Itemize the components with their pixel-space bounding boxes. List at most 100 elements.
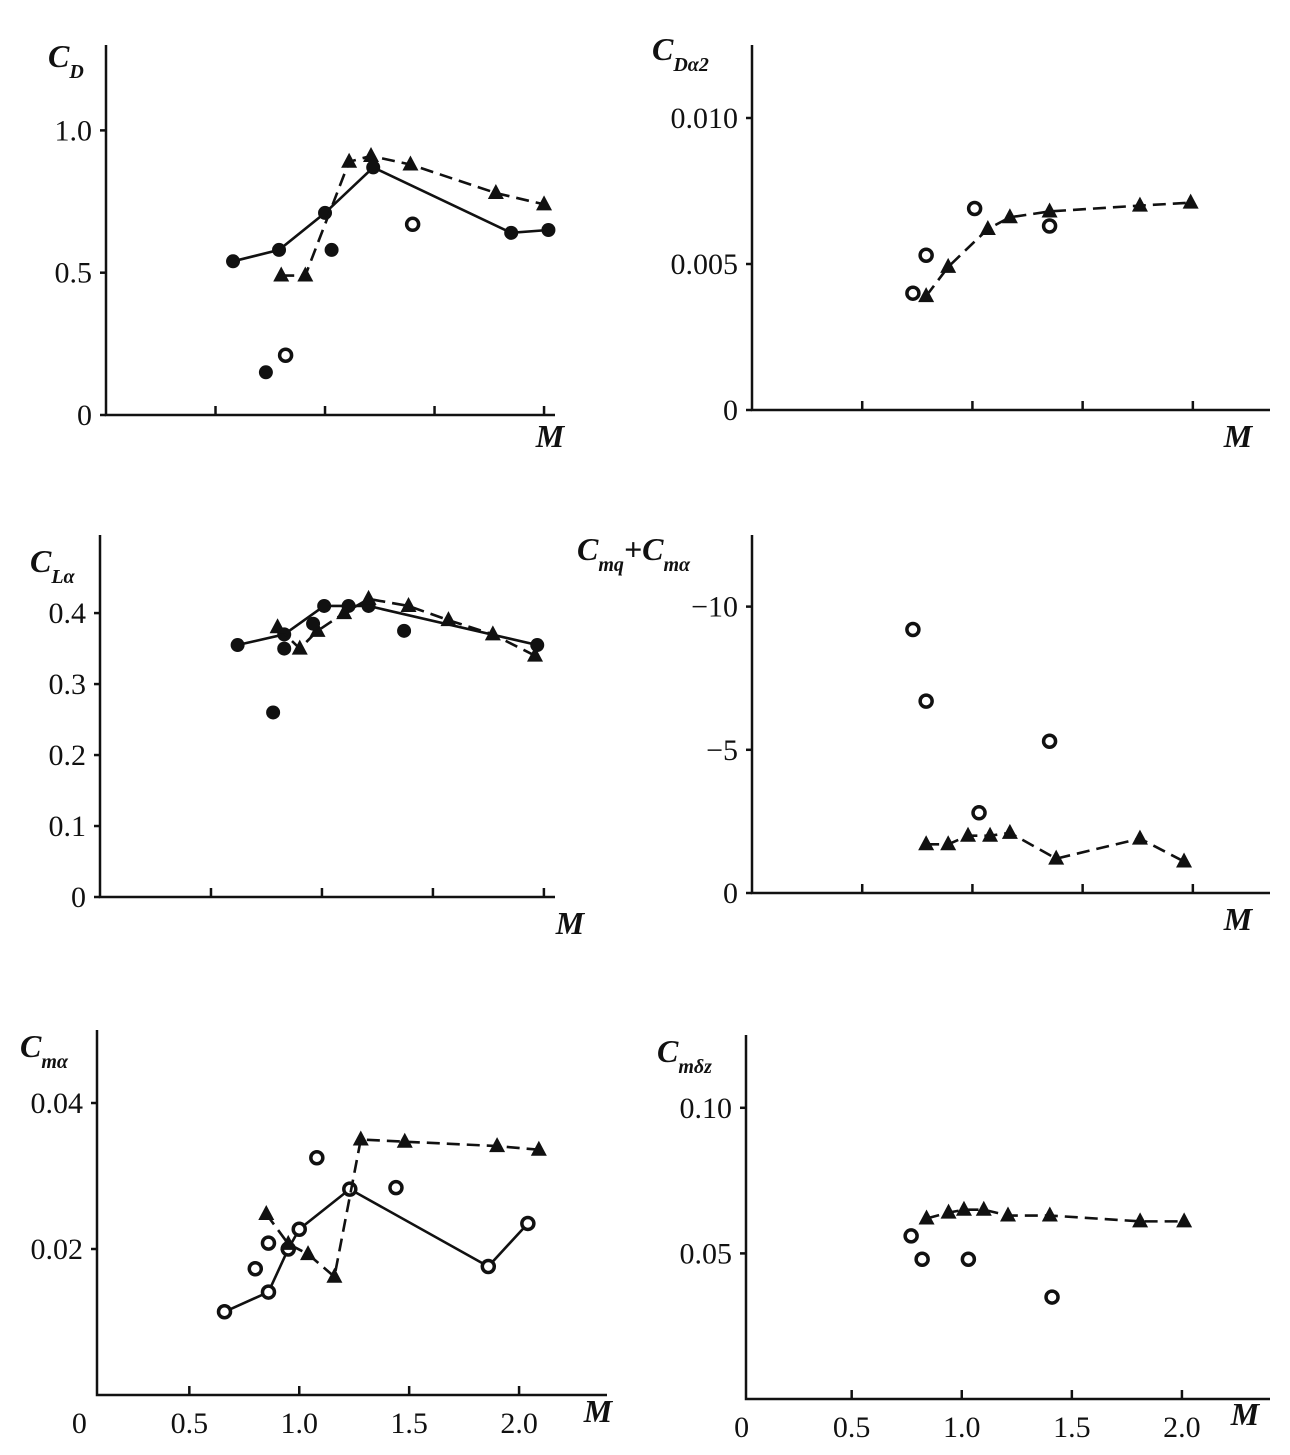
- axes: [95, 1030, 607, 1397]
- y-tick-label: 0.010: [671, 102, 739, 135]
- triangle-marker: [1041, 1206, 1058, 1222]
- triangle-marker: [291, 639, 308, 655]
- label-subscript: Lα: [50, 566, 75, 588]
- triangle-marker: [484, 625, 501, 641]
- triangle-marker: [341, 152, 358, 168]
- open-circle-marker: [520, 1215, 536, 1232]
- y-tick-label: 0.02: [31, 1233, 84, 1266]
- triangle-marker: [489, 1137, 506, 1153]
- filled-circle-marker: [504, 225, 519, 240]
- axes: [750, 45, 1270, 412]
- filled-circle-marker: [366, 160, 381, 175]
- x-tick-label: 2.0: [1163, 1411, 1201, 1444]
- x-tick-label: 1.0: [280, 1407, 318, 1440]
- open-circle-marker: [905, 285, 921, 301]
- triangle-marker: [300, 1245, 317, 1261]
- y-tick-label: 1.0: [55, 114, 93, 147]
- triangle-marker: [527, 646, 544, 662]
- triangle-marker: [280, 1234, 297, 1250]
- open-circle-marker: [480, 1258, 497, 1275]
- x-tick-label: 1.0: [943, 1411, 981, 1444]
- x-tick-label: 2.0: [500, 1407, 538, 1440]
- y-axis-label: CDα2: [652, 31, 709, 76]
- label-symbol: C: [657, 1033, 679, 1069]
- axes: [104, 45, 555, 417]
- triangle-marker: [1041, 202, 1058, 218]
- label-subscript: D: [68, 61, 83, 83]
- triangle-marker: [1000, 1206, 1016, 1222]
- label-subscript: mδz: [678, 1056, 712, 1078]
- y-axis-label: Cmδz: [657, 1033, 712, 1078]
- triangle-marker: [396, 1132, 413, 1148]
- label-subscript: mα: [41, 1051, 69, 1073]
- y-tick-label: 0.04: [31, 1087, 84, 1120]
- filled-circle-marker: [324, 242, 339, 257]
- filled-circle-marker: [272, 242, 287, 257]
- open-circle-marker: [918, 247, 934, 263]
- open-circle-marker: [905, 621, 921, 638]
- triangle-marker: [363, 147, 380, 162]
- filled-circle-marker: [541, 223, 556, 237]
- open-circle-marker: [914, 1251, 930, 1267]
- triangle-marker: [918, 287, 935, 303]
- triangle-marker: [440, 611, 457, 627]
- filled-circle-marker: [306, 616, 321, 631]
- y-axis-label: Cmα: [20, 1028, 69, 1073]
- open-circle-marker: [966, 200, 983, 217]
- triangle-marker: [326, 1267, 343, 1283]
- filled-circle-marker: [258, 365, 273, 380]
- label-subscript: mα: [663, 554, 691, 576]
- x-axis-label: M: [535, 418, 566, 454]
- x-tick-label: 0: [72, 1407, 87, 1440]
- label-symbol: C: [20, 1028, 42, 1064]
- open-circle-marker: [388, 1179, 404, 1196]
- triangle-marker: [487, 184, 504, 199]
- open-circle-marker: [1041, 218, 1058, 234]
- triangle-marker: [1001, 208, 1018, 224]
- triangle-marker: [975, 1200, 992, 1216]
- triangle-marker: [1182, 193, 1199, 209]
- y-tick-label: 0.3: [49, 668, 87, 701]
- triangle-marker: [960, 826, 977, 842]
- triangle-marker: [258, 1204, 275, 1220]
- y-tick-label: 0: [723, 877, 738, 910]
- open-circle-marker: [291, 1221, 307, 1238]
- open-circle-marker: [1044, 1289, 1060, 1305]
- axes: [744, 1035, 1270, 1401]
- y-tick-label: 0: [723, 394, 738, 427]
- open-circle-marker: [247, 1260, 264, 1277]
- y-tick-label: −5: [706, 734, 738, 767]
- triangle-marker: [955, 1200, 972, 1216]
- open-circle-marker: [342, 1181, 358, 1197]
- x-axis-label: M: [1230, 1396, 1261, 1432]
- label-symbol: C: [30, 543, 52, 579]
- y-axis-label: CD: [48, 38, 84, 83]
- open-circle-marker: [260, 1235, 277, 1251]
- filled-circle-marker: [397, 623, 412, 638]
- triangle-marker: [269, 618, 286, 634]
- open-circle-marker: [404, 216, 421, 233]
- label-symbol: +C: [624, 531, 664, 567]
- label-subscript: Dα2: [672, 54, 709, 76]
- triangle-marker: [918, 835, 935, 851]
- x-axis-label: M: [555, 905, 586, 941]
- y-tick-label: 0.005: [671, 248, 739, 281]
- y-tick-label: 0.2: [49, 739, 87, 772]
- filled-circle-marker: [230, 638, 245, 653]
- triangle-marker: [1131, 829, 1148, 845]
- triangle-marker: [1131, 196, 1148, 212]
- open-circle-marker: [216, 1304, 233, 1320]
- label-symbol: C: [48, 38, 70, 74]
- triangle-marker: [297, 266, 314, 282]
- y-axis-label: CLα: [30, 543, 76, 588]
- open-circle-marker: [260, 1284, 277, 1300]
- triangle-marker: [530, 1140, 547, 1156]
- axes: [98, 535, 555, 899]
- triangle-marker: [940, 1203, 957, 1219]
- open-circle-marker: [1041, 733, 1058, 749]
- filled-circle-marker: [226, 254, 241, 269]
- filled-circle-marker: [530, 638, 545, 653]
- series-line: [925, 201, 1191, 297]
